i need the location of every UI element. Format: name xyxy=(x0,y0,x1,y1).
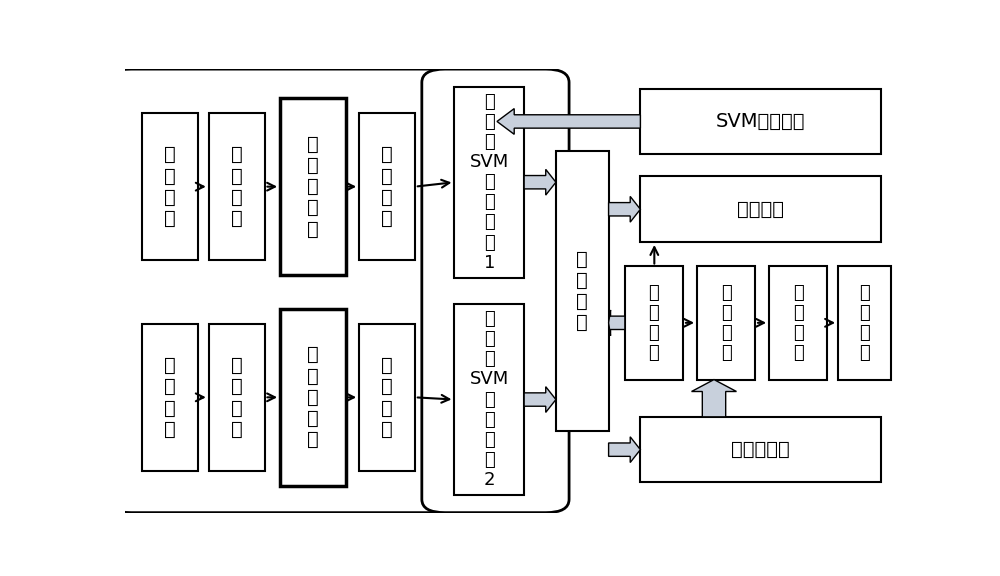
Bar xyxy=(142,324,198,471)
Bar xyxy=(209,113,264,260)
Text: 测
距
结
果: 测 距 结 果 xyxy=(859,284,870,362)
FancyBboxPatch shape xyxy=(108,69,468,513)
Polygon shape xyxy=(609,196,640,222)
Text: 图
像
采
集: 图 像 采 集 xyxy=(231,356,242,439)
Bar xyxy=(697,267,755,380)
Text: 串
联
式
SVM
多
分
类
器
2: 串 联 式 SVM 多 分 类 器 2 xyxy=(470,310,509,489)
Text: SVM模型训练: SVM模型训练 xyxy=(716,112,805,131)
FancyBboxPatch shape xyxy=(422,69,569,513)
Bar xyxy=(640,176,881,242)
Bar xyxy=(640,89,881,154)
Bar xyxy=(556,151,609,431)
Bar xyxy=(838,267,891,380)
Bar xyxy=(280,98,346,275)
Polygon shape xyxy=(524,169,556,195)
Polygon shape xyxy=(609,437,640,463)
Text: 图
像
采
集: 图 像 采 集 xyxy=(231,145,242,228)
Text: 特
征
提
取: 特 征 提 取 xyxy=(381,145,393,228)
Text: 图
像
预
处
理: 图 像 预 处 理 xyxy=(307,346,319,449)
Text: 立
体
校
正: 立 体 校 正 xyxy=(721,284,731,362)
Text: 左
摄
像
头: 左 摄 像 头 xyxy=(164,145,176,228)
Bar xyxy=(209,324,264,471)
Polygon shape xyxy=(497,109,640,134)
Bar xyxy=(454,304,524,495)
Bar xyxy=(359,324,415,471)
Text: 特
征
提
取: 特 征 提 取 xyxy=(381,356,393,439)
Bar xyxy=(280,309,346,486)
Bar xyxy=(142,113,198,260)
Text: 测量点预设: 测量点预设 xyxy=(731,440,790,459)
Text: 双
目
标
定: 双 目 标 定 xyxy=(649,284,659,362)
Bar xyxy=(769,267,827,380)
Polygon shape xyxy=(609,310,625,336)
Text: 运动控制: 运动控制 xyxy=(737,200,784,219)
Text: 图
像
预
处
理: 图 像 预 处 理 xyxy=(307,135,319,238)
Text: 右
摄
像
头: 右 摄 像 头 xyxy=(164,356,176,439)
Bar xyxy=(640,417,881,483)
Polygon shape xyxy=(524,386,556,412)
Polygon shape xyxy=(692,380,736,417)
Text: 串
联
式
SVM
多
分
类
器
1: 串 联 式 SVM 多 分 类 器 1 xyxy=(470,93,509,272)
Bar xyxy=(625,267,683,380)
Bar xyxy=(359,113,415,260)
Text: 立
体
匹
配: 立 体 匹 配 xyxy=(793,284,803,362)
Text: 数
据
融
合: 数 据 融 合 xyxy=(576,249,588,332)
Bar xyxy=(454,87,524,278)
